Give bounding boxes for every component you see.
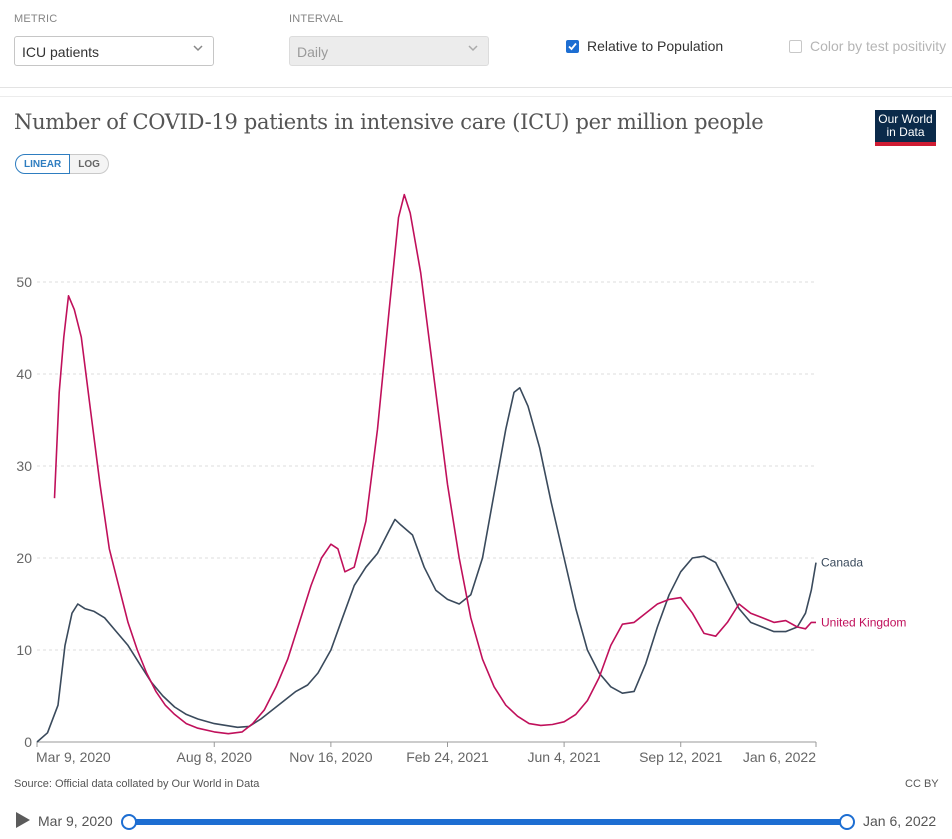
play-icon[interactable] xyxy=(16,812,30,828)
timeline-start-label: Mar 9, 2020 xyxy=(38,813,113,829)
controls-bar: METRIC ICU patients INTERVAL Daily Relat… xyxy=(0,0,952,88)
relative-to-population-toggle[interactable]: Relative to Population xyxy=(566,38,723,54)
interval-label: INTERVAL xyxy=(289,13,344,25)
timeline-end-label: Jan 6, 2022 xyxy=(863,813,937,829)
metric-label: METRIC xyxy=(14,13,58,25)
checkbox-checked-icon[interactable] xyxy=(566,39,579,53)
scale-toggle: LINEAR LOG xyxy=(15,154,109,174)
checkbox-unchecked-icon[interactable] xyxy=(789,39,802,53)
linear-scale-button[interactable]: LINEAR xyxy=(15,154,71,174)
chart-panel xyxy=(0,96,952,839)
chevron-down-icon xyxy=(193,45,203,52)
color-by-positivity-toggle[interactable]: Color by test positivity xyxy=(789,38,946,54)
chevron-down-icon xyxy=(468,45,478,52)
owid-logo[interactable]: Our World in Data xyxy=(875,110,936,146)
license-link[interactable]: CC BY xyxy=(905,778,939,790)
log-scale-button[interactable]: LOG xyxy=(70,154,109,174)
logo-line-1: Our World xyxy=(878,112,933,126)
timeline-end-handle[interactable] xyxy=(839,814,855,830)
interval-select-value: Daily xyxy=(297,44,329,60)
chart-title: Number of COVID-19 patients in intensive… xyxy=(14,110,764,134)
relative-to-population-label: Relative to Population xyxy=(587,38,724,54)
timeline: Mar 9, 2020 Jan 6, 2022 xyxy=(0,808,952,836)
metric-select-value: ICU patients xyxy=(22,44,100,60)
source-note: Source: Official data collated by Our Wo… xyxy=(14,778,260,790)
metric-select[interactable]: ICU patients xyxy=(14,36,214,66)
logo-line-2: in Data xyxy=(886,125,925,139)
interval-select[interactable]: Daily xyxy=(289,36,489,66)
timeline-start-handle[interactable] xyxy=(121,814,137,830)
color-by-positivity-label: Color by test positivity xyxy=(810,38,947,54)
timeline-track[interactable] xyxy=(129,819,847,825)
